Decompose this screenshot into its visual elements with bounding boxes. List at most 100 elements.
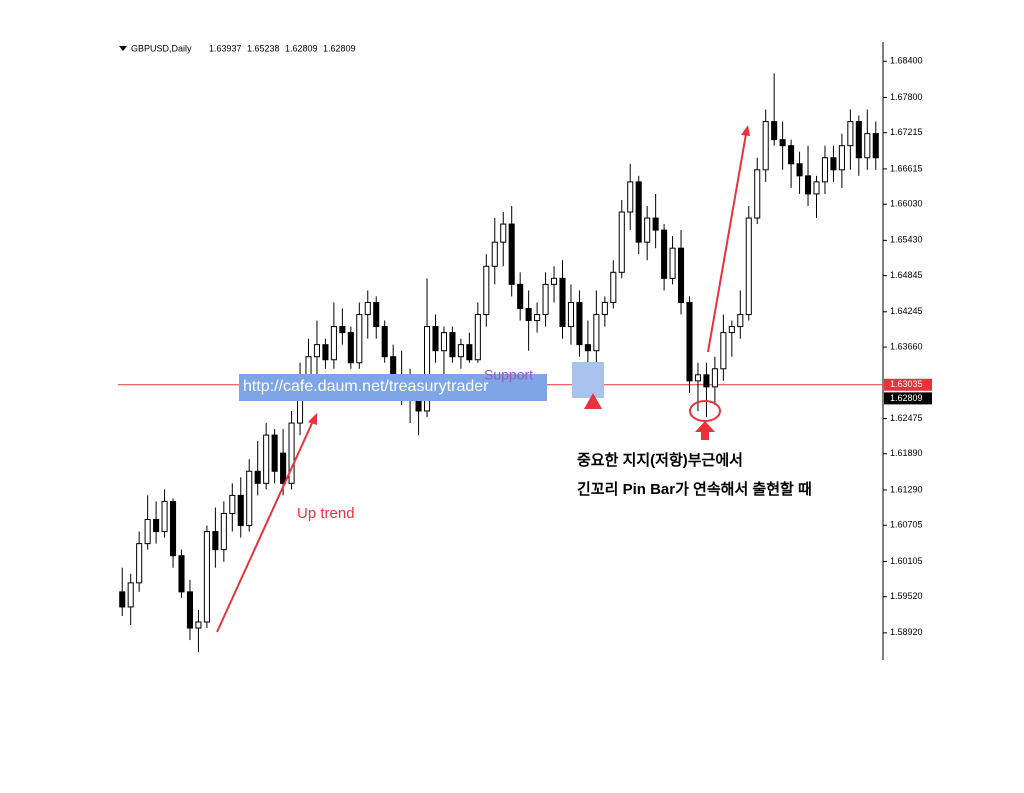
- price-tag: [884, 392, 932, 405]
- candle-body: [796, 163, 803, 177]
- candle-body: [237, 494, 244, 527]
- candle-body: [728, 326, 735, 334]
- candle-body: [694, 374, 702, 382]
- y-tick-label: 1.61290: [890, 484, 923, 494]
- candle-body: [550, 277, 558, 285]
- candle-body: [153, 519, 160, 533]
- candle-body: [677, 247, 685, 303]
- candle-body: [847, 121, 854, 147]
- candle-body: [229, 494, 236, 514]
- candle-body: [618, 211, 625, 273]
- support-zone: [572, 362, 604, 398]
- candle-body: [500, 223, 507, 243]
- candle-body: [449, 332, 456, 358]
- candle-body: [864, 133, 871, 159]
- candle-body: [771, 121, 778, 141]
- watermark-box: [239, 374, 547, 401]
- candle-body: [813, 181, 820, 195]
- candle-body: [669, 247, 676, 279]
- pin-circle: [689, 400, 721, 422]
- arrow-head: [741, 125, 750, 136]
- watermark: http://cafe.daum.net/treasurytrader: [243, 378, 489, 395]
- candle-body: [635, 181, 642, 243]
- candle-body: [127, 582, 134, 608]
- note-line: 긴꼬리 Pin Bar가 연속해서 출현할 때: [577, 480, 812, 498]
- y-tick-label: 1.67215: [890, 127, 923, 137]
- candle-body: [737, 314, 744, 328]
- header-values: 1.63937 1.65238 1.62809 1.62809: [209, 43, 356, 53]
- candle-body: [246, 470, 253, 527]
- candle-body: [474, 314, 481, 361]
- candle-body: [195, 621, 202, 629]
- candle-body: [466, 344, 473, 361]
- candle-body: [364, 301, 371, 316]
- y-tick-label: 1.63660: [890, 341, 923, 351]
- candle-body: [584, 344, 591, 352]
- candle-body: [534, 314, 541, 322]
- candle-body: [652, 217, 659, 231]
- candle-body: [161, 500, 168, 533]
- candle-body: [610, 271, 617, 303]
- candle-body: [745, 217, 752, 316]
- candle-body: [313, 344, 321, 358]
- candle-body: [855, 121, 862, 159]
- candle-body: [788, 145, 795, 165]
- header-value: 1.62809: [285, 43, 318, 53]
- candle-body: [542, 283, 549, 316]
- candle-body: [838, 145, 845, 171]
- candle-body: [381, 326, 388, 358]
- y-tick-label: 1.68400: [890, 56, 923, 66]
- y-tick-label: 1.67800: [890, 92, 923, 102]
- up-arrow: [695, 421, 715, 440]
- candle-body: [804, 175, 812, 195]
- candle-body: [627, 181, 634, 213]
- candle-body: [440, 332, 448, 352]
- y-tick-label: 1.65430: [890, 235, 923, 245]
- y-tick-label: 1.60105: [890, 556, 923, 566]
- symbol: GBPUSD,Daily: [131, 43, 192, 53]
- candle-body: [644, 217, 651, 243]
- header-value: 1.63937: [209, 43, 242, 53]
- candle-body: [491, 241, 498, 267]
- candle-body: [567, 301, 575, 328]
- arrow-head: [308, 413, 317, 425]
- candle-body: [347, 332, 354, 364]
- candle-body: [423, 326, 431, 412]
- y-tick-label: 1.64845: [890, 270, 923, 280]
- plot: 1.68400 1.67800 1.67215 1.66615 1.66030 1.654…: [118, 56, 932, 653]
- y-tick-label: 1.61890: [890, 448, 923, 458]
- candle-body: [186, 591, 194, 629]
- note-line: 중요한 지지(저항)부근에서: [577, 452, 743, 469]
- candle-body: [754, 169, 761, 219]
- y-tick-label: 1.59520: [890, 591, 923, 601]
- candle-body: [330, 326, 337, 361]
- support-label: Support: [484, 367, 533, 383]
- dropdown-icon: [119, 46, 127, 51]
- candle-body: [762, 121, 769, 171]
- candle-body: [203, 531, 210, 623]
- candle-body: [220, 512, 227, 551]
- support-price: 1.63035: [890, 379, 923, 389]
- candle-body: [356, 314, 363, 364]
- candle-body: [711, 368, 718, 388]
- y-tick-label: 1.60705: [890, 520, 923, 530]
- y-tick-label: 1.66030: [890, 199, 923, 209]
- candle-body: [432, 326, 439, 352]
- y-tick-label: 1.62475: [890, 413, 923, 423]
- trend-label: Up trend: [297, 505, 355, 522]
- candle-body: [601, 301, 608, 316]
- price-tag: [884, 378, 932, 391]
- current-price: 1.62809: [890, 393, 923, 403]
- candle-body: [525, 307, 532, 322]
- candle-body: [483, 265, 490, 316]
- candle-body: [263, 434, 270, 484]
- triangle-marker: [584, 393, 602, 409]
- candle-body: [720, 332, 727, 370]
- trend-arrow: [707, 133, 747, 353]
- candle-body: [169, 500, 177, 557]
- trend-arrow: [216, 420, 314, 633]
- candle-body: [457, 344, 464, 358]
- y-tick-label: 1.64245: [890, 306, 923, 316]
- y-tick-label: 1.58920: [890, 627, 923, 637]
